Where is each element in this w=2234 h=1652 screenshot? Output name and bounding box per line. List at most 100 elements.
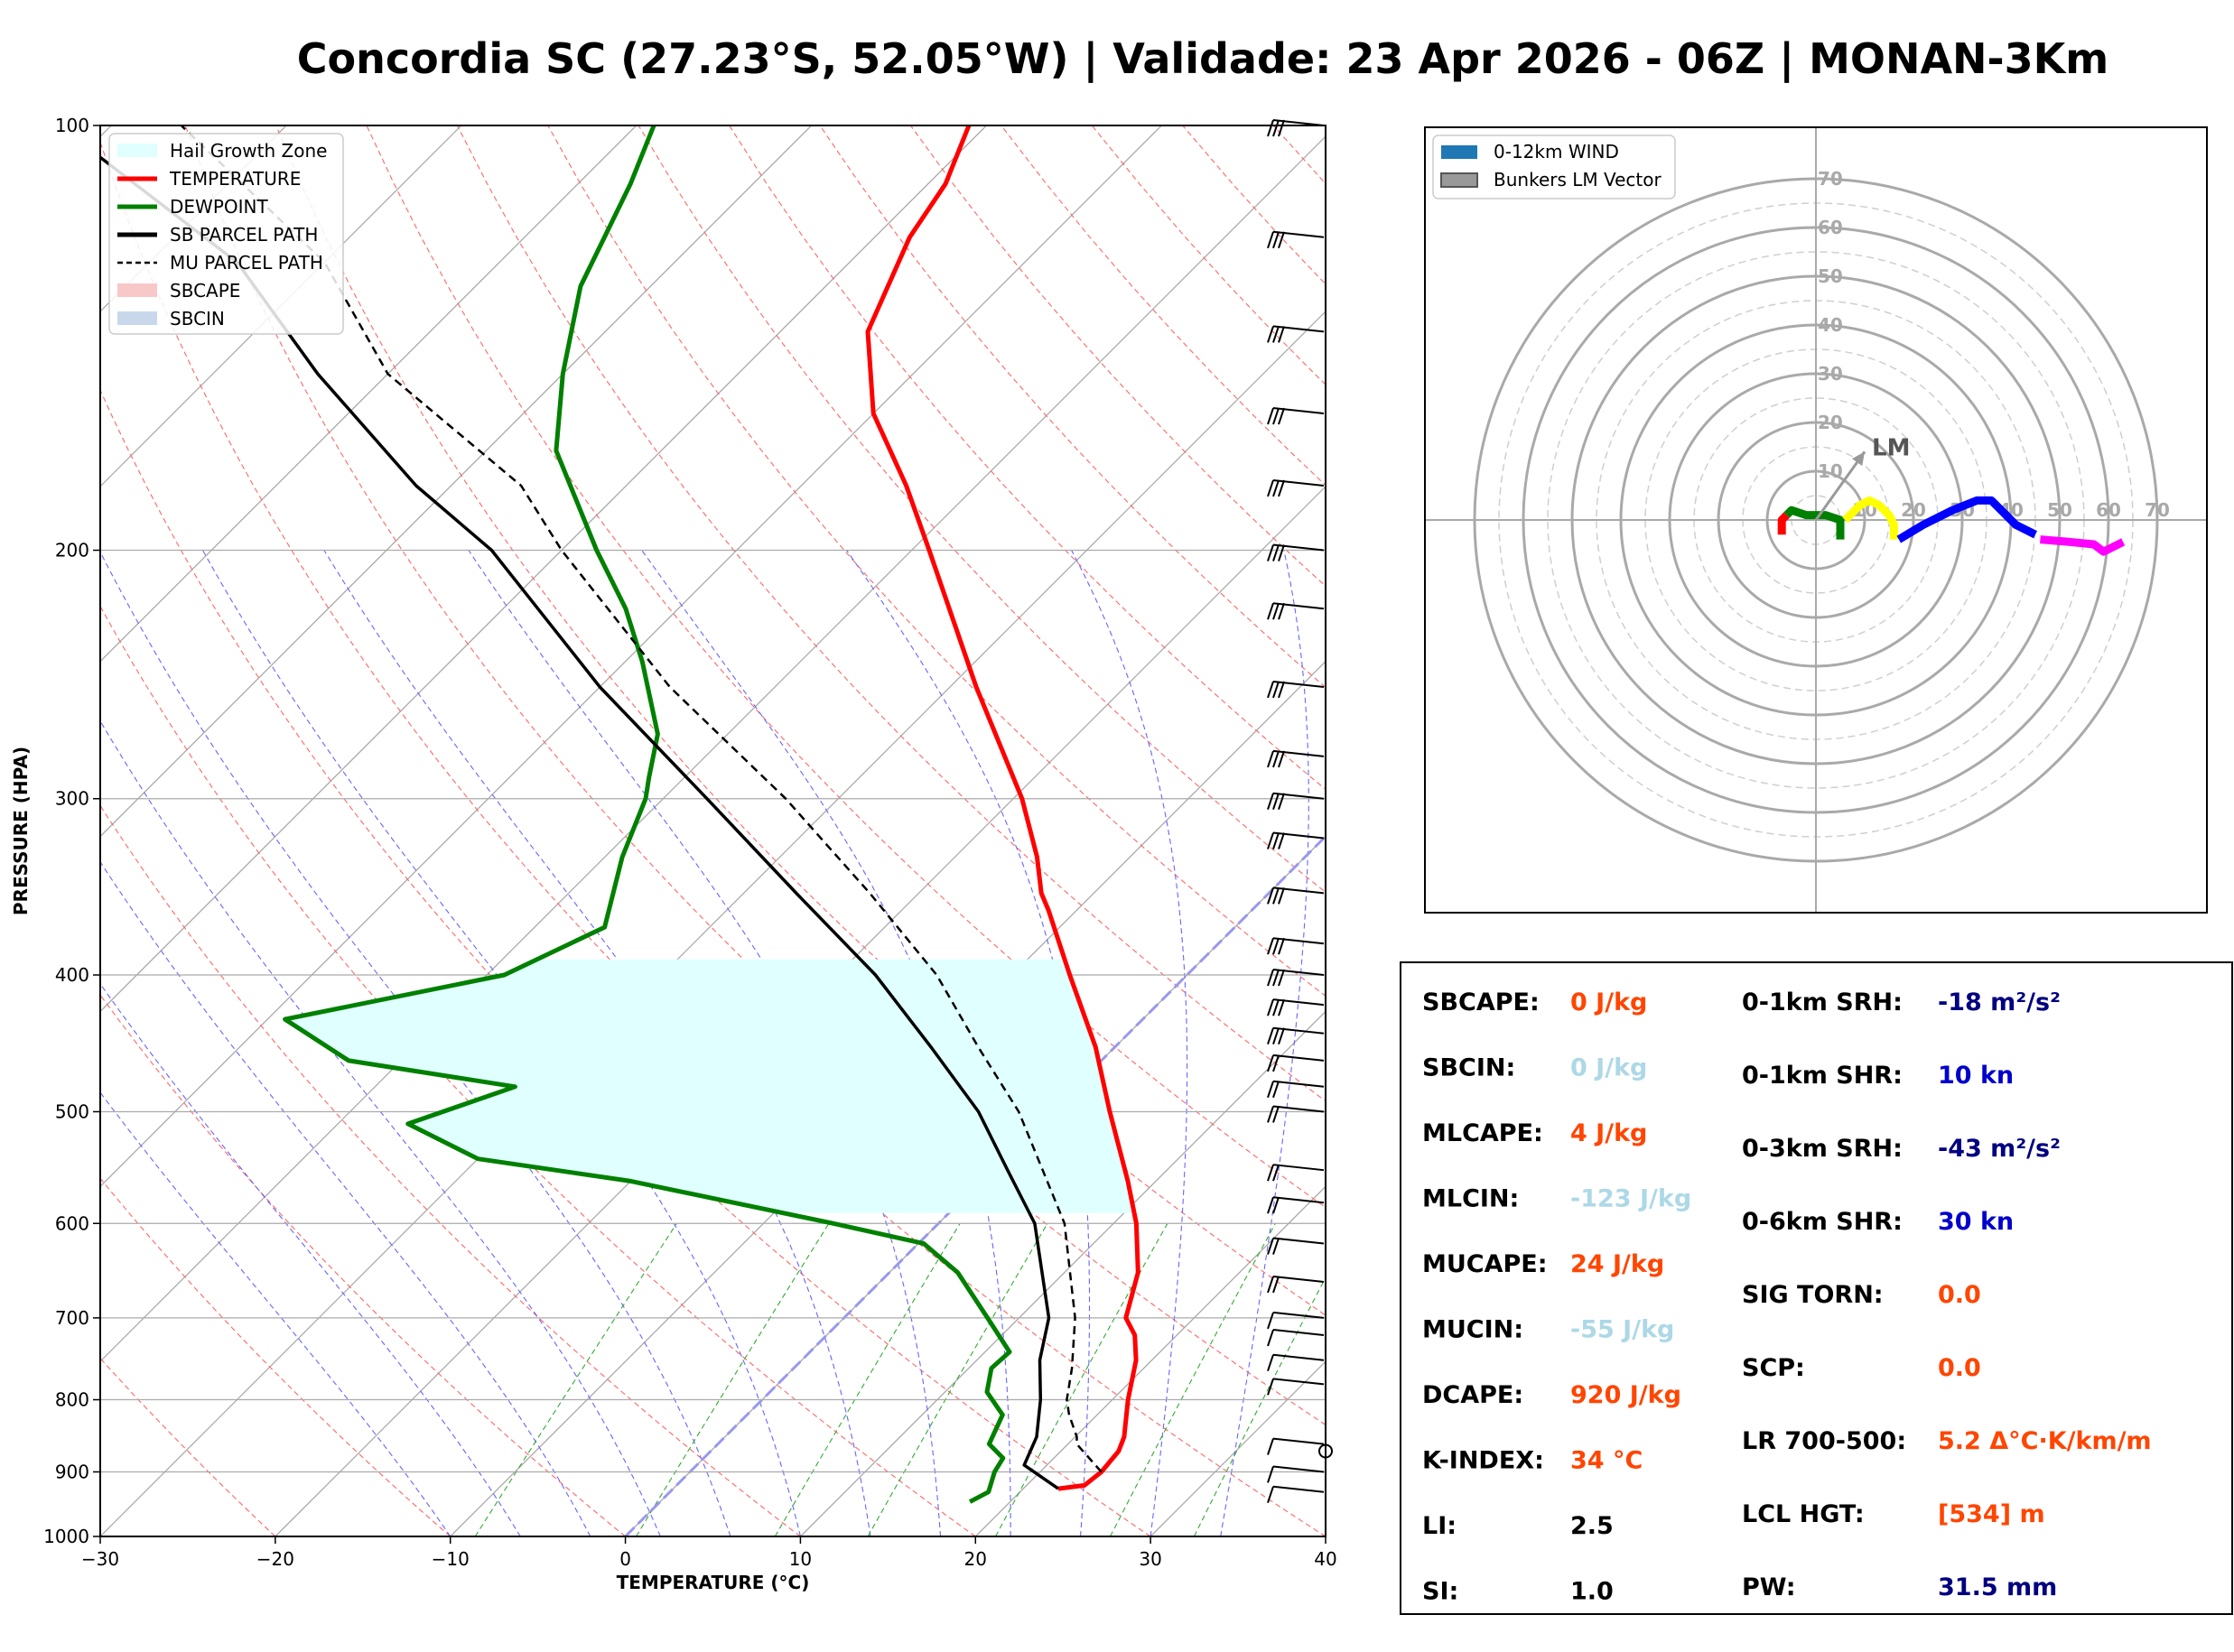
wind-barb-flag (1278, 681, 1285, 699)
wind-barb-flag (1267, 1106, 1274, 1123)
isotherm (100, 311, 1326, 1536)
wind-barb-flag (1278, 407, 1285, 425)
wind-barb-flag (1272, 407, 1280, 425)
wind-barb-flag (1278, 479, 1285, 497)
wind-barb-flag (1278, 544, 1285, 561)
isotherm (1150, 1360, 1326, 1536)
wind-barb-flag (1272, 750, 1280, 768)
wind-barb-flag (1278, 602, 1285, 620)
wind-barb (1272, 1237, 1325, 1245)
wind-barb (1272, 407, 1325, 415)
wind-barb-flag (1278, 793, 1285, 811)
wind-barb-flag (1267, 832, 1274, 849)
x-axis-label: TEMPERATURE (°C) (617, 1572, 810, 1593)
wind-barb (1272, 680, 1325, 688)
wind-barb (1272, 1026, 1325, 1035)
wind-barb (1272, 602, 1325, 610)
moist-adiabat (641, 550, 1011, 1536)
dry-adiabat (1182, 125, 1326, 285)
y-tick-label: 800 (55, 1389, 89, 1411)
y-axis-label: PRESSURE (HPA) (10, 747, 32, 915)
legend-label: SB PARCEL PATH (170, 224, 318, 246)
wind-barb-flag (1267, 1276, 1274, 1294)
wind-barb-flag (1272, 1196, 1280, 1214)
x-tick-label: 40 (1314, 1548, 1336, 1570)
wind-barb (1272, 1311, 1325, 1319)
isotherm (275, 485, 1326, 1536)
wind-barb-flag (1267, 479, 1274, 497)
wind-barb-flag (1272, 998, 1280, 1016)
mixing-ratio-line (995, 1223, 1168, 1536)
dewpoint-line (283, 125, 1012, 1504)
dry-adiabat (275, 125, 1326, 1316)
legend-box (108, 133, 344, 335)
wind-barb-flag (1267, 407, 1274, 425)
dry-adiabat (909, 125, 1326, 587)
dry-adiabat (100, 1177, 451, 1536)
wind-barb (1272, 1196, 1325, 1204)
y-tick-label: 700 (55, 1307, 89, 1329)
wind-barb-flag (1267, 1486, 1274, 1504)
wind-barb-flag (1278, 326, 1285, 343)
wind-barb-flag (1267, 1329, 1274, 1347)
mixing-ratio-line (774, 1223, 961, 1536)
legend-label: TEMPERATURE (169, 168, 301, 190)
dry-adiabat (366, 125, 1326, 1209)
dry-adiabat (456, 125, 1326, 1102)
wind-barb (1272, 1105, 1325, 1113)
isotherm (1326, 125, 2234, 1536)
dry-adiabat (547, 125, 1326, 998)
wind-barb (1272, 998, 1325, 1007)
wind-barb-flag (1267, 1354, 1274, 1372)
wind-barb-flag (1267, 1054, 1274, 1072)
x-tick-label: −20 (256, 1548, 294, 1570)
wind-barb (1272, 1275, 1325, 1283)
isotherm (799, 1010, 1326, 1536)
x-tick-label: −10 (432, 1548, 470, 1570)
wind-barb-flag (1267, 969, 1274, 987)
wind-barb-flag (1272, 602, 1280, 620)
legend-swatch (117, 283, 157, 297)
x-tick-label: 0 (619, 1548, 631, 1570)
wind-barb-flag (1272, 1054, 1280, 1072)
mu-parcel-path-line (180, 125, 1103, 1473)
wind-barb (1272, 886, 1325, 895)
wind-barb (1272, 1485, 1325, 1493)
wind-barb-flag (1267, 119, 1274, 137)
y-tick-label: 500 (55, 1100, 89, 1122)
wind-barb-flag (1267, 1027, 1274, 1045)
chart-title: Concordia SC (27.23°S, 52.05°W) | Valida… (296, 34, 2109, 83)
isotherm (100, 125, 638, 663)
dry-adiabat (184, 125, 1326, 1426)
wind-barb-flag (1272, 969, 1280, 987)
wind-barb (1272, 478, 1325, 487)
wind-barb-flag (1278, 887, 1285, 905)
wind-barb-flag (1267, 937, 1274, 955)
legend-swatch (117, 311, 157, 325)
wind-barb-flag (1272, 544, 1280, 561)
wind-barb-flag (1272, 887, 1280, 905)
wind-barb-flag (1267, 1196, 1274, 1214)
wind-barb-flag (1267, 326, 1274, 343)
wind-barb-flag (1272, 231, 1280, 249)
wind-barb-flag (1267, 1466, 1274, 1483)
mixing-ratio-line (474, 1222, 677, 1536)
isotherm (100, 125, 462, 487)
mixing-ratio-line (1110, 1223, 1276, 1536)
y-tick-label: 400 (55, 964, 89, 986)
wind-barb (1272, 230, 1325, 238)
wind-barb-flag (1272, 832, 1280, 849)
legend-label: SBCAPE (170, 280, 240, 302)
isotherm (100, 125, 813, 838)
wind-barb-flag (1267, 544, 1274, 561)
wind-barb (1272, 1164, 1325, 1172)
wind-barb-flag (1278, 231, 1285, 249)
y-tick-label: 100 (55, 115, 89, 136)
wind-barb-flag (1272, 479, 1280, 497)
moist-adiabat (846, 550, 1091, 1536)
wind-barb-flag (1272, 119, 1280, 137)
wind-barb (1272, 1378, 1325, 1386)
dry-adiabat (100, 140, 1326, 1536)
x-tick-label: 20 (964, 1548, 987, 1570)
